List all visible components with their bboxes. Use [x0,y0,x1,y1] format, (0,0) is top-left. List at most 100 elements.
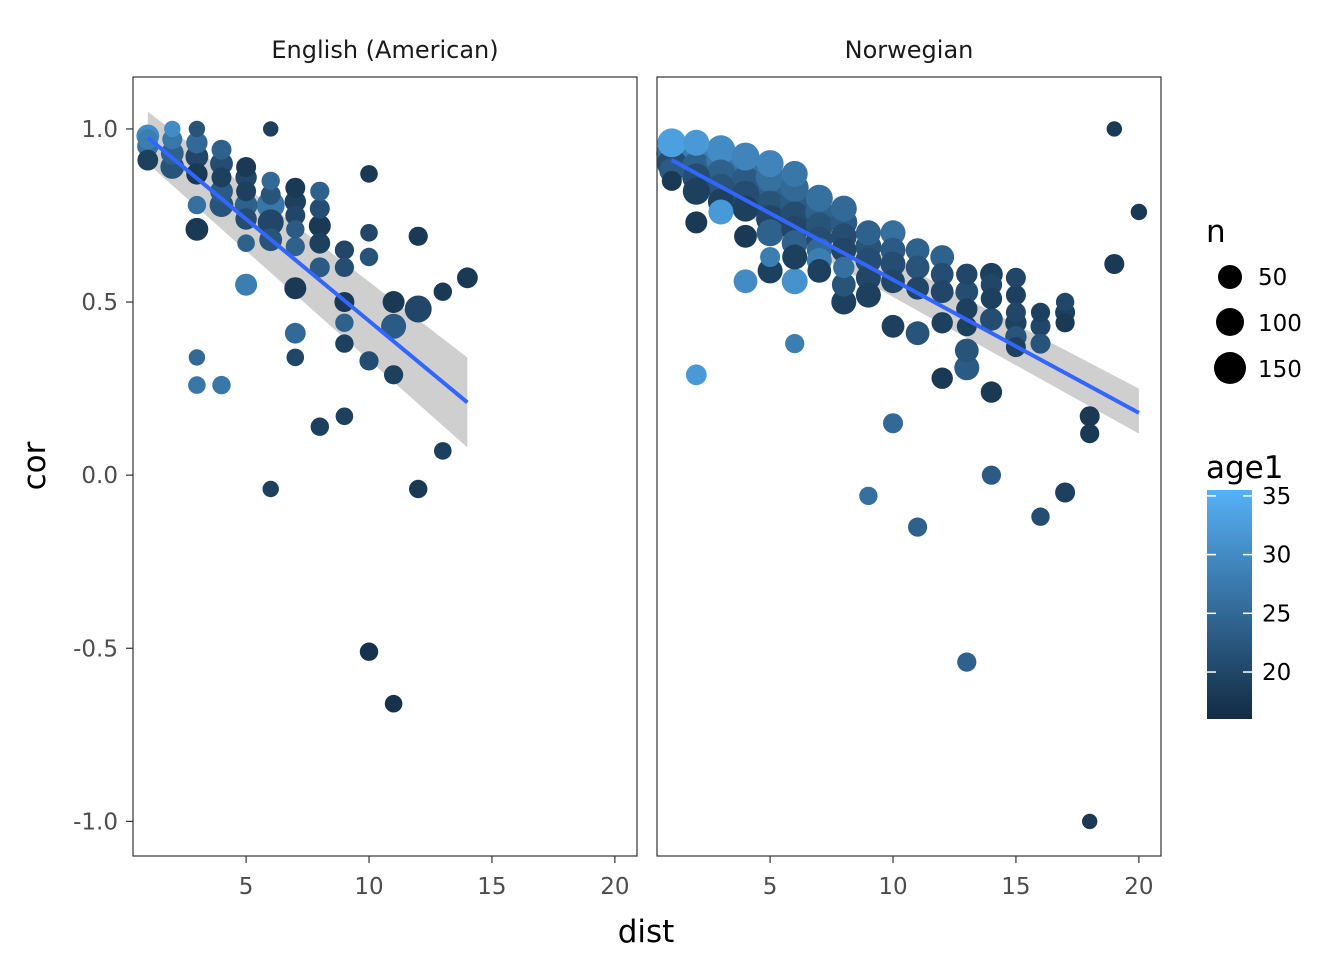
data-point [309,232,331,254]
data-point [382,291,405,313]
data-point [212,375,231,395]
data-point [756,150,784,178]
data-point [187,195,207,215]
data-point [261,171,280,191]
data-point [980,308,1003,331]
data-point [954,338,979,363]
data-point [782,244,808,270]
data-point [285,177,306,198]
data-point [434,442,452,460]
colorbar-tick-label: 20 [1262,660,1291,686]
data-point [457,267,478,289]
data-point [1031,507,1050,526]
data-point [1106,121,1123,137]
size-legend-label-50: 50 [1258,265,1287,291]
colorbar-tick-label: 25 [1262,601,1291,627]
data-point [235,273,258,296]
data-point [310,181,330,201]
x-tick-label: 10 [878,874,907,900]
data-point [781,268,808,295]
panel-english: English (American) [132,36,638,857]
data-point [237,234,255,252]
data-point [830,195,857,222]
data-point [408,226,428,246]
data-point [335,334,354,353]
data-point [831,289,857,315]
data-point [1055,292,1075,312]
colorbar-tick-label: 35 [1262,484,1291,510]
data-point [734,224,757,248]
data-point [1104,254,1125,274]
data-point [954,355,980,381]
data-point [931,312,953,334]
points-english [136,120,478,713]
data-point [756,219,784,247]
colorbar-tick-label: 30 [1262,543,1291,569]
data-point [981,465,1002,485]
data-point [360,224,378,242]
data-point [284,190,306,213]
data-point [685,211,708,234]
data-point [285,205,306,226]
data-point [308,214,331,237]
data-point [855,220,881,246]
data-point [286,348,305,367]
data-point [335,313,354,332]
data-point [706,135,736,165]
data-point [284,322,306,344]
data-point [335,407,354,426]
data-point [211,167,232,188]
data-point [309,257,330,278]
data-point [1030,316,1051,337]
regression-line [146,136,469,404]
strip-label-norwegian: Norwegian [845,36,974,64]
data-point [384,365,404,385]
y-tick-label: 1.0 [81,117,118,143]
data-point [881,314,905,338]
data-point [760,247,781,267]
data-point [855,247,882,274]
data-point [1130,203,1148,221]
data-point [236,157,257,177]
data-point [880,251,906,277]
data-point [1030,333,1051,354]
data-point [334,257,354,277]
x-tick-label: 20 [600,874,629,900]
data-point [188,349,206,366]
data-point [1079,406,1100,427]
color-legend: age1 20 25 30 35 [1206,450,1291,719]
data-point [785,334,805,354]
size-legend-label-150: 150 [1258,357,1302,383]
color-legend-ticks: 20 25 30 35 [1207,484,1291,686]
points-norwegian [656,121,1148,830]
data-point [807,259,832,283]
data-point [1055,313,1075,333]
data-point [855,282,881,308]
data-point [831,272,856,297]
data-point [859,486,878,506]
x-tick-label: 5 [239,874,254,900]
data-point [260,184,281,205]
data-point [1005,302,1026,323]
data-point [186,163,208,185]
data-point [805,184,833,212]
x-tick-label: 15 [1001,874,1030,900]
size-legend-key-100 [1216,308,1244,336]
data-point [661,170,682,191]
data-point [908,517,928,537]
data-point [1005,267,1026,288]
data-point [905,321,930,346]
data-point [262,480,279,498]
data-point [980,381,1003,403]
data-point [685,364,707,386]
data-point [905,238,930,262]
data-point [1055,482,1076,503]
data-point [188,376,206,394]
data-point [731,142,760,171]
panel-norwegian: Norwegian [656,36,1162,857]
y-tick-label: 0.5 [81,290,118,316]
data-point [931,367,953,389]
data-point [211,139,232,160]
data-point [359,351,379,371]
data-point [957,652,977,672]
